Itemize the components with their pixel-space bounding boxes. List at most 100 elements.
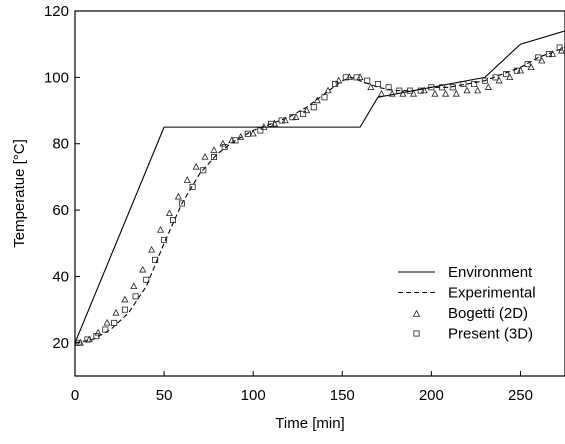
data-point-triangle — [367, 83, 375, 90]
data-point-square — [342, 74, 349, 81]
y-tick-label: 120 — [44, 3, 69, 20]
data-point-square — [481, 77, 488, 84]
data-point-triangle — [237, 133, 245, 140]
data-point-square — [321, 94, 328, 101]
x-tick-label: 200 — [419, 387, 444, 404]
data-point-square — [111, 319, 118, 326]
data-point-triangle — [156, 225, 165, 233]
data-point-square — [396, 87, 403, 94]
data-point-triangle — [463, 86, 471, 94]
data-point-triangle — [130, 282, 138, 290]
data-point-triangle — [121, 295, 129, 303]
data-point-triangle — [174, 192, 182, 200]
series-environment — [75, 30, 565, 344]
data-point-triangle — [260, 123, 268, 130]
data-point-square — [460, 81, 467, 88]
plot-frame — [74, 10, 565, 377]
data-point-square — [385, 84, 392, 91]
data-point-triangle — [103, 318, 111, 326]
legend-label: Bogetti (2D) — [448, 305, 528, 322]
data-point-triangle — [335, 76, 343, 84]
data-point-square — [84, 336, 91, 343]
x-tick-label: 50 — [156, 387, 173, 404]
data-point-triangle — [377, 89, 386, 97]
series-layer — [75, 30, 565, 346]
legend-item: Experimental — [398, 285, 536, 302]
ticks-layer: 0 50 100 150 200 250 20 40 60 80 100 120 — [44, 3, 533, 404]
data-point-square — [169, 217, 176, 224]
data-point-square — [310, 104, 317, 111]
data-point-square — [257, 127, 264, 134]
data-point-square — [428, 84, 435, 91]
legend: Environment Experimental Bogetti (2D) Prese… — [398, 264, 536, 343]
data-point-square — [406, 87, 413, 94]
data-point-square — [417, 87, 424, 94]
x-tick-label: 100 — [241, 387, 266, 404]
series-line — [75, 46, 565, 344]
data-point-triangle — [313, 96, 321, 104]
data-point-triangle — [94, 328, 102, 336]
data-point-square — [121, 306, 128, 313]
data-point-square — [267, 120, 274, 127]
data-point-square — [232, 137, 239, 144]
y-tick-label: 80 — [52, 136, 69, 153]
data-point-square — [152, 256, 159, 263]
series-experimental — [75, 46, 565, 344]
data-point-triangle — [271, 119, 279, 127]
series-bogetti-2d — [76, 46, 565, 346]
data-point-triangle — [219, 139, 227, 147]
data-point-square — [132, 293, 139, 300]
data-point-square — [364, 77, 371, 84]
data-point-square — [210, 153, 217, 160]
data-point-triangle — [228, 136, 236, 144]
data-point-triangle — [165, 209, 173, 217]
data-point-triangle — [292, 113, 300, 120]
data-point-triangle — [420, 86, 428, 94]
legend-swatch-triangle — [412, 309, 421, 317]
data-point-triangle — [112, 308, 120, 316]
data-point-triangle — [192, 162, 200, 170]
data-point-triangle — [474, 86, 482, 94]
legend-item: Bogetti (2D) — [412, 305, 528, 322]
x-axis-label: Time [min] — [275, 415, 344, 432]
data-point-square — [449, 84, 456, 91]
legend-swatch-square — [413, 330, 420, 337]
data-point-triangle — [210, 146, 218, 154]
data-point-square — [556, 44, 563, 51]
legend-label: Experimental — [448, 285, 536, 302]
data-point-square — [353, 74, 360, 81]
data-point-triangle — [201, 152, 209, 160]
data-point-square — [93, 333, 100, 340]
data-point-triangle — [139, 265, 147, 273]
data-point-square — [278, 117, 285, 124]
data-point-triangle — [431, 89, 439, 97]
y-tick-label: 40 — [52, 268, 69, 285]
legend-item: Environment — [398, 264, 533, 281]
data-point-triangle — [356, 73, 364, 81]
data-point-triangle — [345, 73, 353, 81]
data-point-square — [535, 54, 542, 61]
data-point-square — [492, 74, 499, 81]
x-tick-label: 150 — [330, 387, 355, 404]
data-point-square — [189, 183, 196, 190]
data-point-square — [374, 81, 381, 88]
x-tick-label: 250 — [508, 387, 533, 404]
data-point-triangle — [148, 245, 156, 253]
data-point-square — [471, 81, 478, 88]
data-point-square — [102, 326, 109, 333]
data-point-triangle — [388, 89, 396, 97]
data-point-triangle — [452, 89, 460, 97]
data-point-square — [200, 167, 207, 174]
y-tick-label: 20 — [52, 335, 69, 352]
data-point-square — [221, 144, 228, 151]
data-point-triangle — [516, 66, 524, 74]
data-point-square — [178, 200, 185, 207]
legend-label: Environment — [448, 264, 533, 281]
data-point-triangle — [548, 50, 557, 57]
data-point-triangle — [249, 129, 257, 137]
data-point-square — [244, 130, 251, 137]
legend-label: Present (3D) — [448, 326, 533, 343]
y-axis-label: Temperatue [°C] — [11, 139, 28, 248]
